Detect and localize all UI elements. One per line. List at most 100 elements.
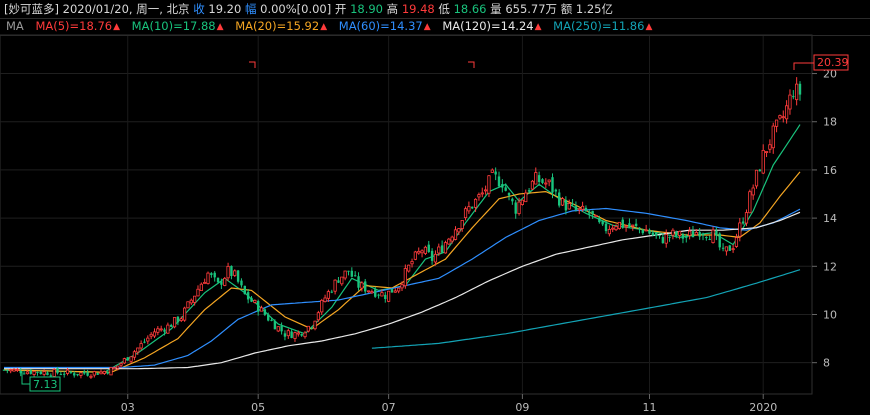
candle-body [547, 179, 551, 183]
y-tick-label: 18 [823, 116, 837, 129]
candle-body [688, 230, 692, 236]
candle-body [644, 229, 648, 232]
legend-divider [0, 35, 870, 36]
candle-body [588, 211, 591, 214]
candle-body [427, 244, 430, 252]
up-arrow-icon: ▲ [645, 22, 653, 32]
candle-body [42, 371, 46, 375]
candle-body [189, 299, 193, 304]
candle-body [661, 237, 665, 244]
up-arrow-icon: ▲ [320, 22, 328, 32]
ma-line [371, 269, 801, 349]
candle-body [511, 198, 514, 202]
candle-body [333, 279, 337, 292]
candle-body [170, 324, 173, 327]
candle-body [517, 201, 521, 215]
y-tick-label: 20 [823, 68, 837, 81]
ma-120-label: MA(120)=14.24 [442, 19, 534, 33]
header-divider [0, 18, 870, 19]
candle-body [501, 184, 504, 188]
candle-body [624, 225, 628, 228]
candle-body [9, 369, 13, 372]
candle-body [340, 276, 344, 285]
candle-body [293, 332, 297, 339]
candle-body [795, 83, 799, 101]
candle-body [15, 369, 19, 371]
candle-body [196, 288, 200, 297]
candle-body [79, 372, 83, 376]
candle-body [347, 270, 350, 272]
candle-body [22, 373, 26, 375]
candle-body [76, 373, 79, 376]
candle-body [484, 189, 488, 192]
ma-legend-item: MA(5)=18.76▲ [35, 19, 120, 33]
ma-legend-item: MA(60)=14.37▲ [339, 19, 431, 33]
candle-body [246, 292, 250, 300]
candle-body [193, 295, 197, 303]
ma-legend: MA MA(5)=18.76▲ MA(10)=17.88▲ MA(20)=15.… [0, 18, 870, 35]
change-label: 幅 [244, 2, 257, 16]
candle-body [711, 229, 715, 244]
candle-body [96, 373, 99, 375]
y-tick-label: 8 [823, 357, 830, 370]
candle-body [577, 208, 581, 211]
candle-body [718, 233, 721, 248]
stock-name: [妙可蓝多] [4, 2, 59, 16]
candle-body [132, 351, 137, 358]
candle-body [614, 226, 618, 231]
candle-body [32, 370, 36, 375]
x-axis: 03 05 07 09 11 2020 [121, 394, 777, 414]
candle-body [447, 238, 451, 245]
candle-body [320, 299, 324, 313]
candle-body [467, 206, 471, 212]
candle-body [236, 270, 240, 282]
candle-body [303, 332, 307, 338]
candle-body [52, 368, 56, 377]
candle-body [537, 175, 541, 182]
candle-body [106, 371, 109, 374]
candle-body [520, 199, 525, 205]
quote-market: 北京 [166, 2, 190, 16]
candle-body [25, 371, 30, 375]
candle-body [504, 187, 507, 191]
candle-body [607, 229, 611, 235]
candle-body [283, 333, 287, 337]
candle-body [473, 198, 478, 208]
candle-body [343, 270, 347, 279]
candle-body [604, 223, 608, 232]
open-value: 18.90 [350, 2, 383, 16]
candle-body [708, 238, 711, 240]
candle-body [705, 236, 708, 239]
y-axis: 8 10 12 14 16 18 20 [812, 68, 837, 370]
candle-body [276, 326, 280, 332]
candle-body [323, 297, 327, 302]
candle-body [677, 230, 682, 236]
candle-body [761, 149, 765, 174]
candle-body [671, 229, 675, 236]
candle-body [216, 277, 220, 283]
candle-body [413, 251, 417, 260]
candle-body [781, 116, 785, 119]
candle-body [306, 325, 310, 332]
candle-body [280, 325, 283, 332]
ma-250-label: MA(250)=11.86 [553, 19, 645, 33]
candle-body [564, 199, 568, 211]
candle-body [440, 245, 444, 253]
candle-body [437, 246, 441, 254]
candle-body [270, 319, 273, 321]
candle-body [102, 371, 106, 374]
open-label: 开 [334, 2, 347, 16]
candle-body [544, 182, 548, 185]
candle-body [400, 284, 404, 289]
candle-body [798, 83, 802, 95]
candle-body [366, 290, 371, 293]
candle-body [768, 144, 772, 150]
candle-body [250, 297, 253, 302]
candle-body [490, 169, 494, 173]
candle-body [83, 371, 86, 374]
x-tick-label: 09 [515, 401, 529, 414]
candle-body [86, 372, 89, 376]
low-marker-pointer [21, 371, 30, 385]
candle-body [701, 233, 705, 236]
